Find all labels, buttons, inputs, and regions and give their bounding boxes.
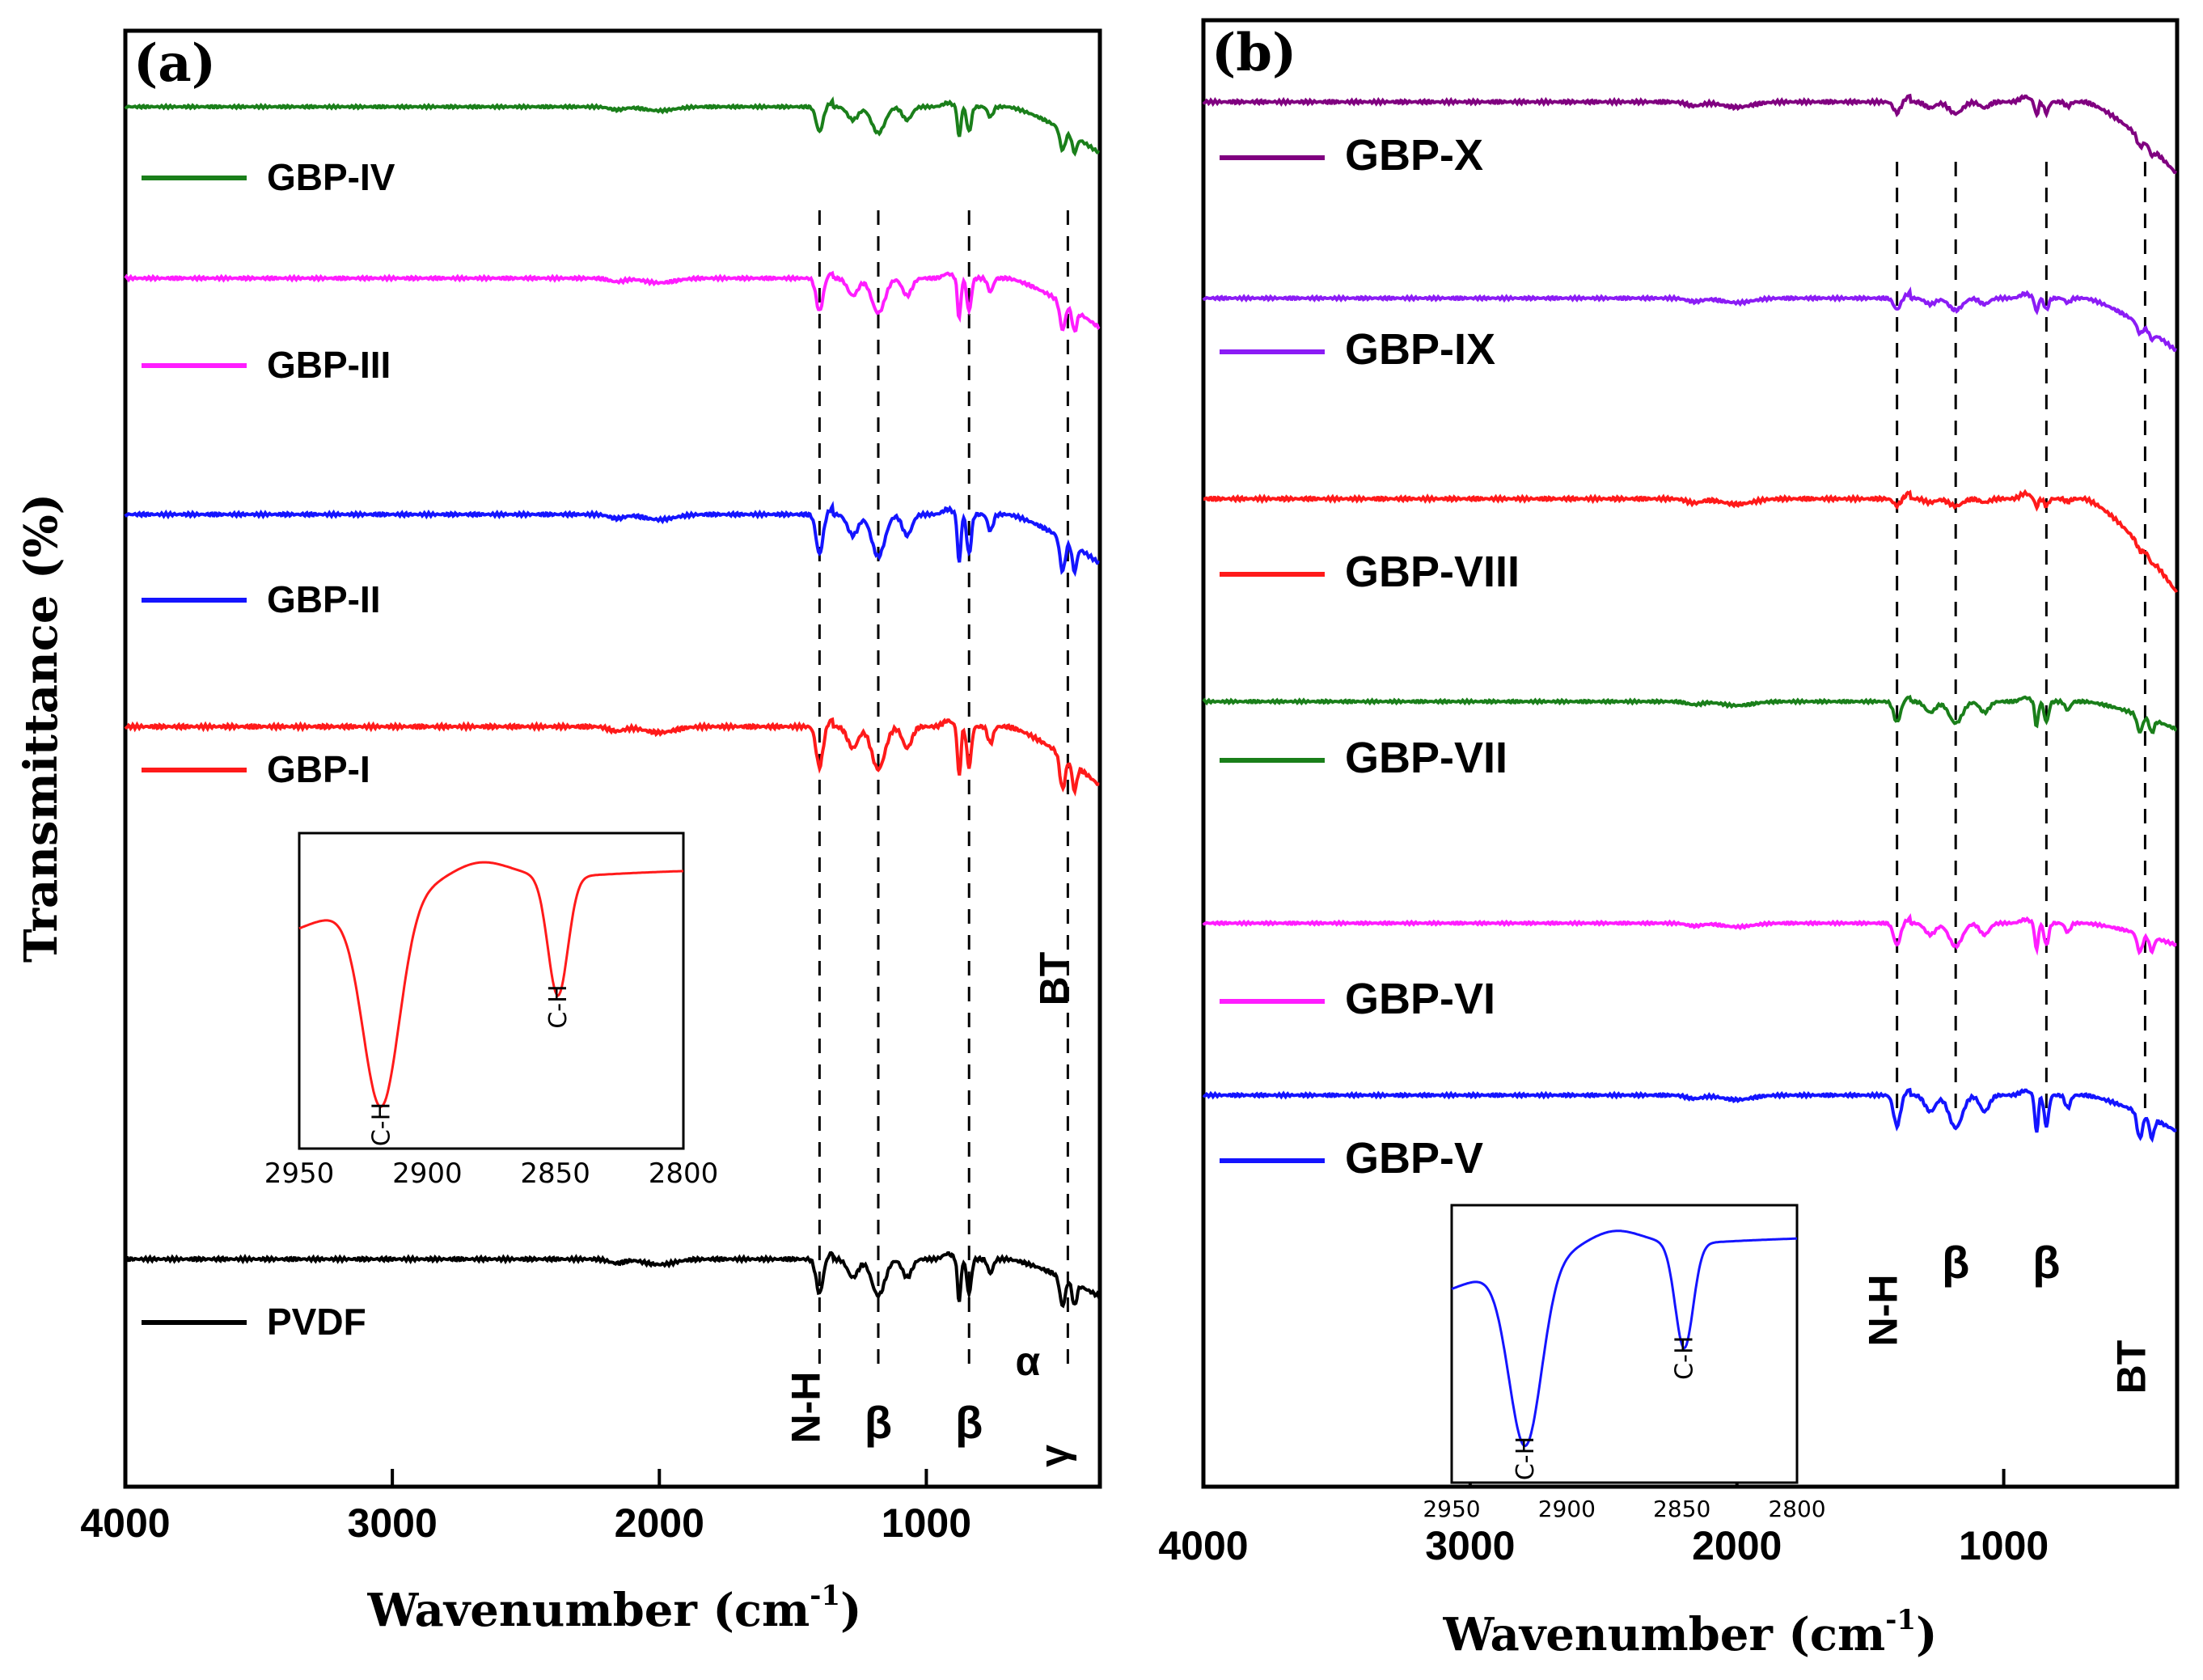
band-label: β (2032, 1237, 2060, 1288)
inset-x-tick-label: 2900 (1538, 1496, 1596, 1522)
legend-label: GBP-V (1345, 1134, 1483, 1183)
series-line-gbp-viii (1203, 489, 2179, 594)
legend-label: PVDF (267, 1301, 366, 1343)
inset-frame (1450, 1204, 1799, 1484)
series-line-pvdf (124, 1250, 1102, 1309)
inset-x-tick-label: 2850 (520, 1157, 590, 1190)
series-line-gbp-x (1202, 93, 2178, 175)
inset-chart: 2950 2900 2850 2800 C-H C-H (264, 832, 719, 1190)
band-label: BT (2108, 1340, 2154, 1394)
x-tick-label: 4000 (80, 1500, 170, 1546)
band-label: β (955, 1397, 983, 1448)
x-axis-label: Wavenumber (cm-1) (1442, 1604, 1937, 1661)
band-label: N-H (783, 1372, 828, 1444)
plot-frame (1201, 18, 2180, 1489)
band-label: β (1942, 1237, 1969, 1288)
series-line-gbp-vi (1202, 913, 2177, 956)
series-line-gbp-v (1202, 1087, 2177, 1143)
legend-label: GBP-II (267, 578, 381, 620)
legend-label: GBP-I (267, 748, 370, 790)
x-tick-label: 1000 (882, 1500, 971, 1546)
legend-label: GBP-IV (267, 156, 395, 198)
legend-label: GBP-VII (1345, 734, 1507, 782)
series-line-gbp-vii (1202, 694, 2178, 734)
series-line-gbp-ix (1202, 286, 2177, 353)
x-tick-label: 1000 (1959, 1523, 2049, 1568)
inset-x-tick-label: 2950 (264, 1157, 335, 1190)
x-tick-label: 2000 (1692, 1523, 1782, 1568)
inset-x-tick-label: 2950 (1423, 1496, 1480, 1522)
inset-x-tick-label: 2850 (1653, 1496, 1710, 1522)
inset-x-tick-label: 2800 (649, 1157, 719, 1190)
series-line-gbp-ii (124, 501, 1100, 578)
x-tick-label: 4000 (1158, 1523, 1248, 1568)
series-line-gbp-iv (124, 96, 1100, 157)
x-axis-label: Wavenumber (cm-1) (366, 1580, 861, 1637)
inset-peak-label: C-H (367, 1102, 395, 1146)
y-axis-label: Transmittance (%) (15, 493, 68, 963)
band-label: BT (1031, 952, 1076, 1006)
series-line-gbp-i (124, 717, 1100, 797)
series-line-gbp-iii (124, 270, 1101, 333)
band-label: α (1015, 1339, 1040, 1384)
legend-label: GBP-IX (1345, 325, 1495, 374)
inset-peak-label: C-H (544, 984, 573, 1028)
inset-series-line (298, 861, 684, 1108)
x-tick-label: 3000 (348, 1500, 438, 1546)
inset-series-line (1451, 1229, 1798, 1448)
legend-label: GBP-III (267, 344, 391, 386)
band-label: γ (1031, 1445, 1076, 1467)
inset-peak-label: C-H (1671, 1335, 1699, 1379)
legend-label: GBP-VI (1345, 975, 1495, 1023)
plot-frame (123, 28, 1102, 1489)
x-tick-label: 2000 (615, 1500, 704, 1546)
band-label: N-H (1861, 1275, 1906, 1347)
panel-label: (a) (133, 33, 216, 94)
inset-chart: 2950 2900 2850 2800 C-H C-H (1423, 1204, 1826, 1522)
inset-x-tick-label: 2900 (392, 1157, 463, 1190)
band-label: β (865, 1397, 892, 1448)
x-tick-label: 3000 (1425, 1523, 1515, 1568)
inset-peak-label: C-H (1512, 1437, 1540, 1480)
inset-x-tick-label: 2800 (1768, 1496, 1825, 1522)
panel-b: (b) GBP-X GBP-IX GBP-VIII GBP-VII GBP-VI GBP-V… (1158, 18, 2180, 1661)
legend-label: GBP-X (1345, 131, 1483, 180)
legend-label: GBP-VIII (1345, 548, 1520, 596)
inset-frame (298, 832, 685, 1150)
panel-label: (b) (1211, 23, 1296, 83)
